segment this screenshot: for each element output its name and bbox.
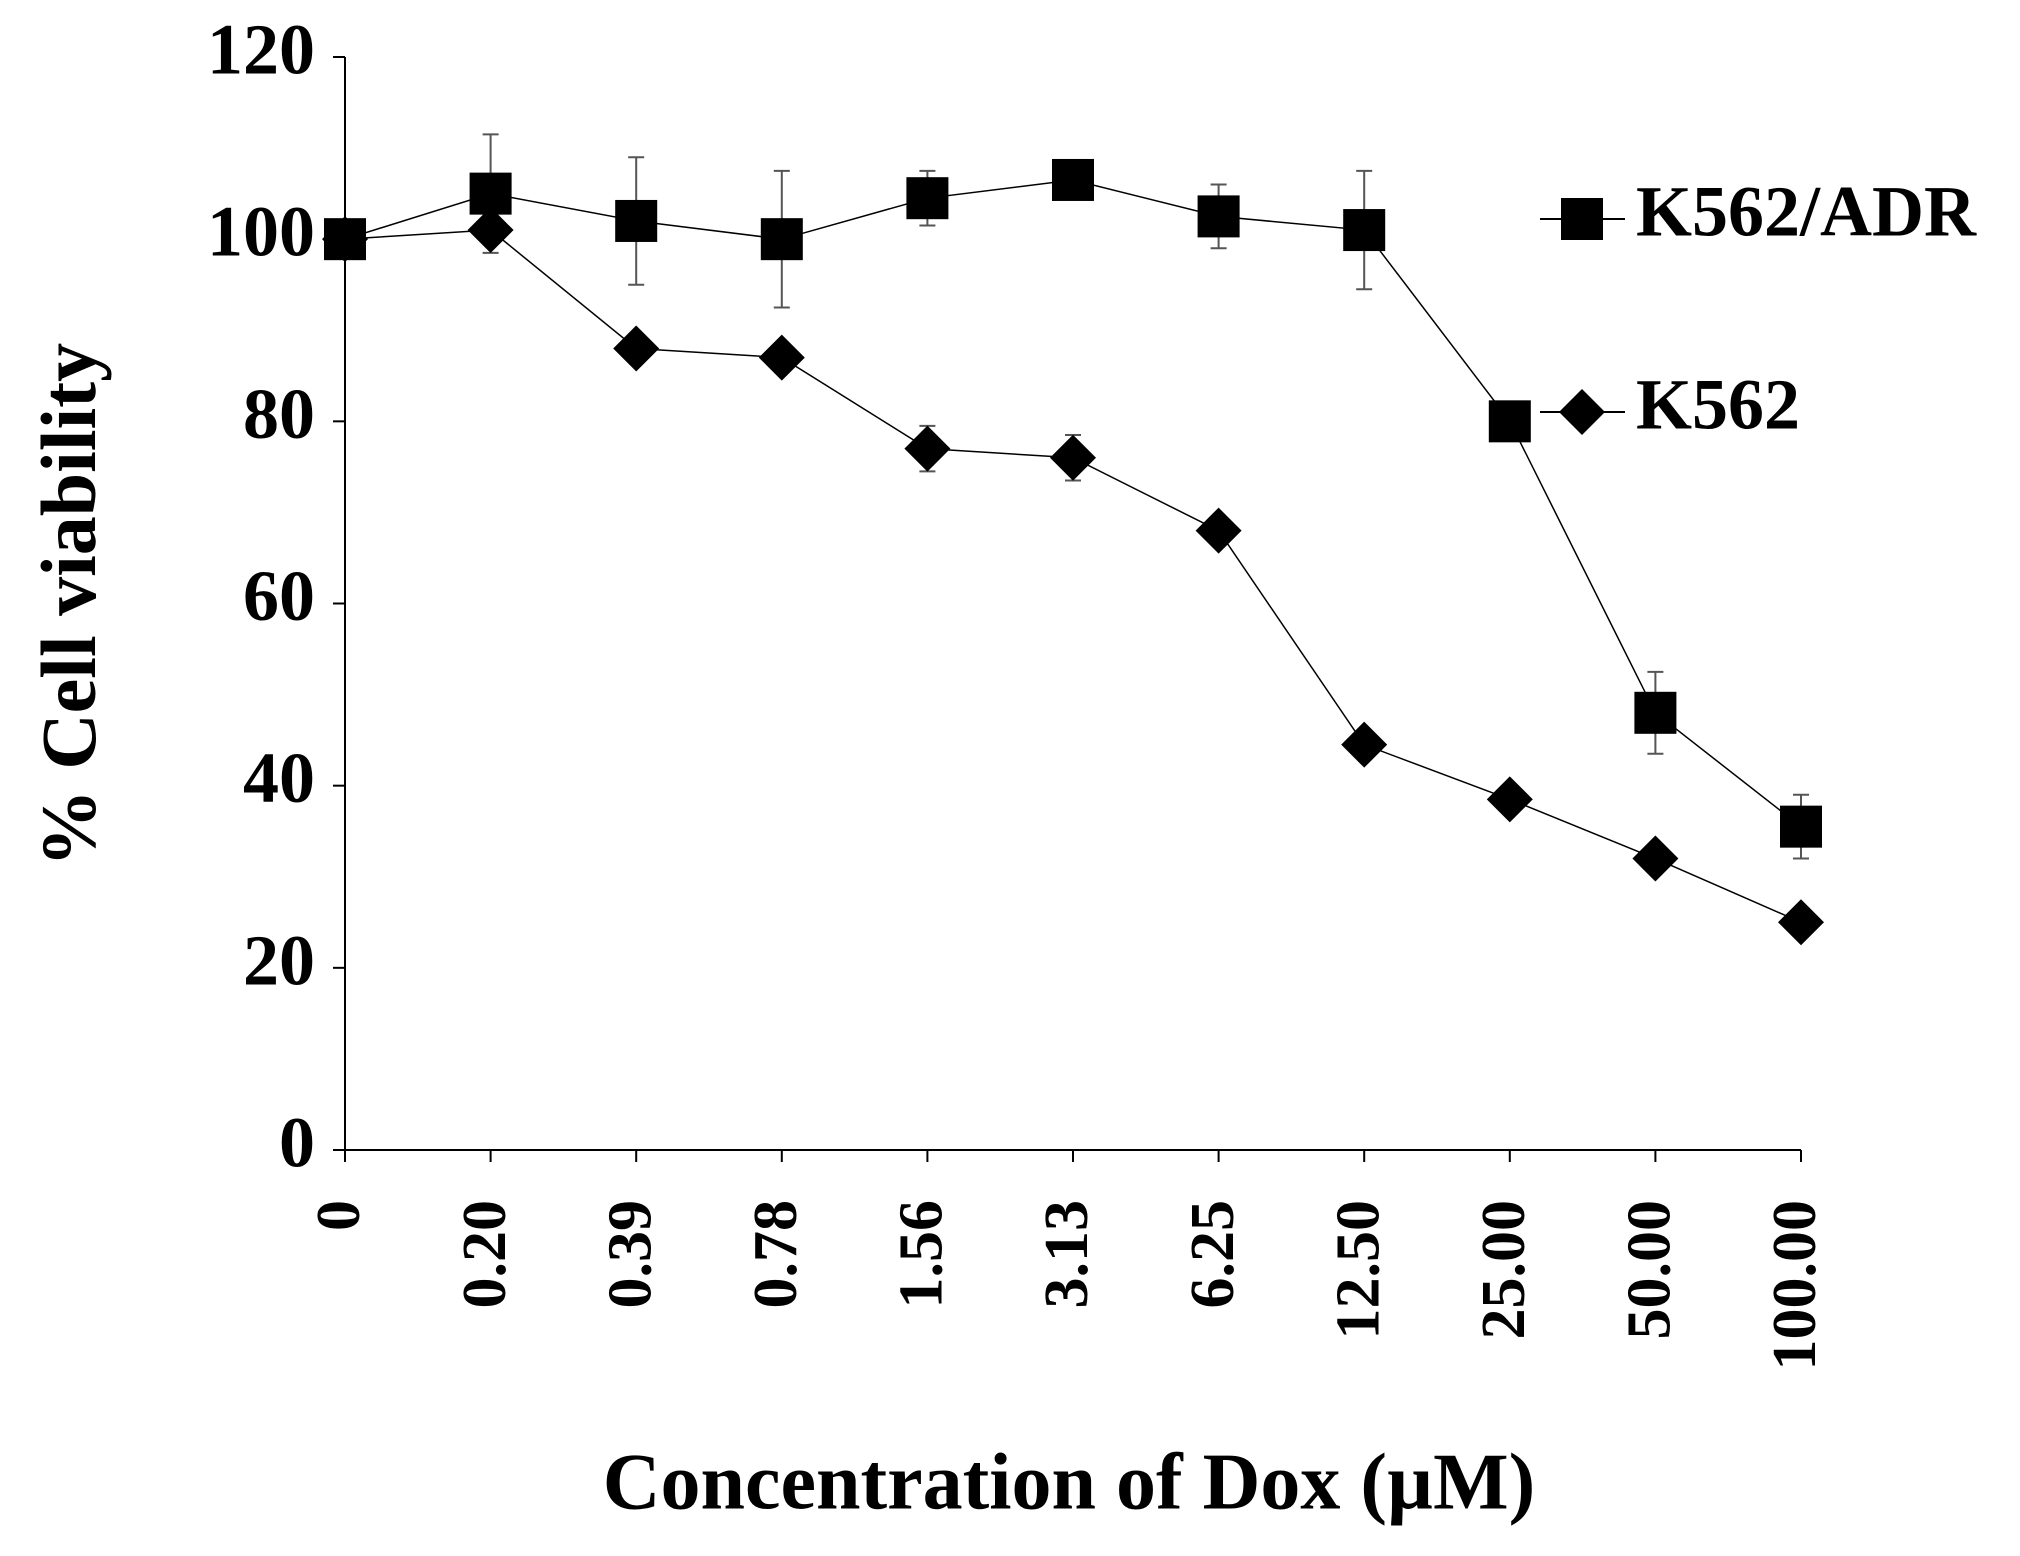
data-point [1050, 434, 1096, 481]
legend-label: K562/ADR [1636, 172, 1977, 252]
data-point [1195, 507, 1242, 554]
x-tick-label: 0.20 [451, 1200, 519, 1309]
data-point [1052, 158, 1094, 201]
data-point [760, 218, 803, 261]
x-tick-label: 1.56 [888, 1200, 956, 1309]
legend-marker [1559, 389, 1605, 435]
data-point [758, 334, 805, 381]
y-tick-label: 100 [207, 192, 315, 272]
data-point [904, 425, 951, 472]
x-tick-label: 25.00 [1470, 1200, 1538, 1340]
y-tick-label: 40 [243, 738, 315, 818]
data-point [467, 207, 514, 254]
x-axis-title: Concentration of Dox (µM) [603, 1438, 1536, 1526]
data-point [615, 199, 658, 242]
data-point [1343, 209, 1386, 252]
data-point [322, 216, 368, 263]
x-tick-label: 12.50 [1324, 1200, 1392, 1340]
x-tick-label: 6.25 [1179, 1200, 1247, 1309]
x-tick-label: 3.13 [1033, 1200, 1101, 1309]
y-tick-label: 60 [243, 556, 315, 636]
y-tick-label: 80 [243, 374, 315, 454]
x-tick-label: 0.78 [742, 1200, 810, 1309]
x-tick-label: 50.00 [1616, 1200, 1684, 1340]
data-point [1341, 721, 1388, 768]
data-point [906, 177, 949, 220]
data-point [1486, 776, 1533, 823]
y-tick-label: 120 [207, 10, 315, 90]
y-tick-label: 0 [279, 1103, 315, 1183]
series-line [344, 229, 1802, 923]
data-point [1778, 899, 1824, 946]
data-point [1632, 835, 1679, 882]
legend-marker [1561, 198, 1603, 240]
data-point [1488, 400, 1531, 443]
data-point [1634, 691, 1677, 734]
y-axis-title: % Cell viability [25, 343, 112, 867]
series-line [344, 179, 1802, 828]
x-tick-label: 100.00 [1761, 1200, 1829, 1371]
legend-label: K562 [1636, 365, 1800, 445]
y-tick-label: 20 [243, 920, 315, 1000]
data-point [1197, 195, 1240, 238]
data-point [1780, 805, 1822, 848]
x-tick-label: 0 [305, 1200, 373, 1231]
x-tick-label: 0.39 [596, 1200, 664, 1309]
data-point [613, 325, 660, 372]
